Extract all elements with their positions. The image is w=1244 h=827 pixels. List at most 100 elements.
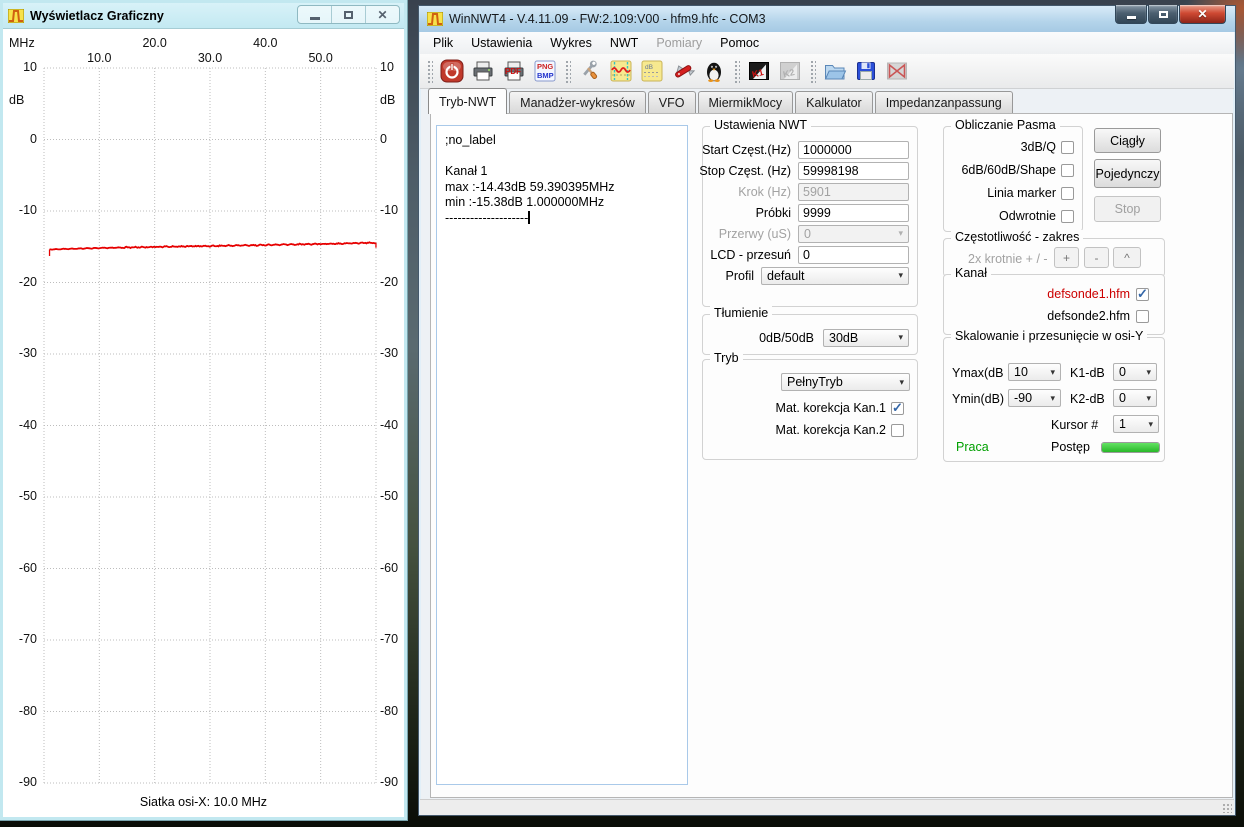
x-axis-unit-label: MHz [9, 36, 35, 50]
k2-db-combo[interactable]: 0 [1113, 389, 1157, 407]
measurement-console[interactable]: ;no_label Kanał 1 max :-14.43dB 59.39039… [436, 125, 688, 785]
swiss-knife-icon[interactable] [669, 57, 697, 85]
tab-tryb-nwt[interactable]: Tryb-NWT [428, 88, 508, 114]
k2-correction-icon[interactable]: K2 [776, 57, 804, 85]
text-caret [528, 210, 530, 224]
toolbar: PDF PNG BMP dB K1 K2 [420, 54, 1234, 89]
svg-text:PDF: PDF [505, 67, 521, 76]
y-tick-label: -30 [18, 346, 37, 360]
checkbox-label: Mat. korekcja Kan.1 [775, 401, 886, 415]
pojedynczy-button[interactable]: Pojedynczy [1094, 159, 1161, 188]
freq-range-label: 2x krotnie + / - [968, 252, 1048, 266]
toolbar-handle[interactable] [426, 59, 433, 83]
stop-freq-input[interactable]: 59998198 [798, 161, 909, 180]
minimize-button[interactable] [298, 6, 331, 23]
start-freq-input[interactable]: 1000000 [798, 140, 909, 159]
maximize-button[interactable] [331, 6, 365, 23]
graph-window: Wyświetlacz Graficzny ✕ 10.0 20.0 30.0 40.0… [0, 0, 407, 820]
menu-pomoc[interactable]: Pomoc [720, 36, 760, 50]
profile-combo[interactable]: default [761, 266, 909, 285]
export-png-bmp-icon[interactable]: PNG BMP [531, 57, 559, 85]
power-icon[interactable] [438, 57, 466, 85]
toolbar-handle[interactable] [733, 59, 740, 83]
mat-korekcja-kan1-checkbox[interactable] [891, 400, 904, 416]
tab-kalkulator[interactable]: Kalkulator [795, 91, 873, 113]
tools-icon[interactable] [576, 57, 604, 85]
ymax-combo[interactable]: 10 [1008, 363, 1061, 381]
save-file-icon[interactable] [852, 57, 880, 85]
x-tick-label: 40.0 [253, 36, 278, 50]
y-tick-label: -50 [18, 489, 37, 503]
winnwt4-titlebar[interactable]: WinNWT4 - V.4.11.09 - FW:2.109:V00 - hfm… [419, 6, 1235, 32]
winnwt4-window: WinNWT4 - V.4.11.09 - FW:2.109:V00 - hfm… [418, 5, 1236, 816]
db-settings-icon[interactable]: dB [638, 57, 666, 85]
kursor-label: Kursor # [1051, 418, 1099, 432]
linux-tux-icon[interactable] [700, 57, 728, 85]
attenuation-combo[interactable]: 30dB [823, 328, 909, 347]
open-file-icon[interactable] [821, 57, 849, 85]
kursor-combo[interactable]: 1 [1113, 415, 1159, 433]
3db-q-checkbox[interactable] [1061, 140, 1074, 154]
minimize-icon [309, 16, 320, 20]
tab-manadzer-wykresow[interactable]: Manadżer-wykresów [509, 91, 646, 113]
lcd-shift-input[interactable]: 0 [798, 245, 909, 264]
group-tryb: Tryb PełnyTryb Mat. korekcja Kan.1 Mat. … [702, 351, 918, 460]
defsonde2-checkbox[interactable] [1136, 309, 1149, 323]
close-button[interactable]: ✕ [365, 6, 399, 23]
y-axis-unit-label-right: dB [380, 93, 396, 107]
print-icon[interactable] [469, 57, 497, 85]
graph-window-titlebar[interactable]: Wyświetlacz Graficzny ✕ [3, 3, 404, 29]
freq-minus-button[interactable]: - [1084, 247, 1109, 268]
linia-marker-checkbox[interactable] [1061, 186, 1074, 200]
freq-plus-button[interactable]: + [1054, 247, 1079, 268]
attenuation-label: 0dB/50dB [759, 330, 814, 345]
menu-plik[interactable]: Plik [433, 36, 454, 50]
menu-nwt[interactable]: NWT [609, 36, 639, 50]
defsonde1-checkbox[interactable] [1136, 286, 1149, 302]
menu-pomiary: Pomiary [656, 36, 703, 50]
6db-60db-shape-checkbox[interactable] [1061, 163, 1074, 177]
group-legend: Skalowanie i przesunięcie w osi-Y [951, 329, 1148, 343]
group-kanal: Kanał defsonde1.hfm defsonde2.hfm [943, 266, 1165, 335]
checkbox-label: 3dB/Q [1020, 140, 1056, 154]
step-input: 5901 [798, 182, 909, 201]
ciagly-button[interactable]: Ciągły [1094, 128, 1161, 153]
group-skalowanie: Skalowanie i przesunięcie w osi-Y Ymax(d… [943, 329, 1165, 462]
mode-combo[interactable]: PełnyTryb [781, 373, 910, 391]
tab-miermikmocy[interactable]: MiermikMocy [697, 91, 794, 113]
svg-text:BMP: BMP [537, 71, 554, 80]
samples-input[interactable]: 9999 [798, 203, 909, 222]
maximize-button[interactable] [1148, 5, 1178, 24]
disconnect-icon[interactable] [883, 57, 911, 85]
freq-up-button[interactable]: ^ [1113, 247, 1141, 268]
chart-canvas [43, 67, 377, 784]
print-pdf-icon[interactable]: PDF [500, 57, 528, 85]
tab-impedanzanpassung[interactable]: Impedanzanpassung [874, 91, 1013, 113]
sweep-profile-icon[interactable] [607, 57, 635, 85]
y-tick-label: 0 [30, 131, 37, 146]
mat-korekcja-kan2-checkbox[interactable] [891, 423, 904, 437]
odwrotnie-checkbox[interactable] [1061, 209, 1074, 223]
tab-vfo[interactable]: VFO [647, 91, 696, 113]
group-ustawienia-nwt: Ustawienia NWT Start Częst.(Hz) 1000000 S… [699, 118, 918, 307]
k1-db-combo[interactable]: 0 [1113, 363, 1157, 381]
ymin-combo[interactable]: -90 [1008, 389, 1061, 407]
minimize-button[interactable] [1115, 5, 1147, 24]
tab-page-tryb-nwt: ;no_label Kanał 1 max :-14.43dB 59.39039… [430, 113, 1233, 798]
k1-correction-icon[interactable]: K1 [745, 57, 773, 85]
close-button[interactable]: ✕ [1179, 5, 1226, 24]
y-tick-label: -40 [18, 417, 37, 432]
maximize-icon [1158, 10, 1168, 18]
y-tick-label: -20 [18, 274, 37, 289]
progress-label: Postęp [1051, 440, 1090, 454]
menu-wykres[interactable]: Wykres [550, 36, 592, 50]
toolbar-handle[interactable] [809, 59, 816, 83]
grid-step-footer: Siatka osi-X: 10.0 MHz [139, 795, 268, 809]
toolbar-handle[interactable] [564, 59, 571, 83]
resize-grip[interactable] [1222, 803, 1232, 813]
menu-ustawienia[interactable]: Ustawienia [471, 36, 533, 50]
tab-bar: Tryb-NWT Manadżer-wykresów VFO MiermikMo… [428, 88, 1015, 114]
menu-bar: Plik Ustawienia Wykres NWT Pomiary Pomoc [420, 32, 1234, 55]
svg-text:dB: dB [645, 64, 653, 71]
y-tick-label: -80 [380, 703, 399, 718]
